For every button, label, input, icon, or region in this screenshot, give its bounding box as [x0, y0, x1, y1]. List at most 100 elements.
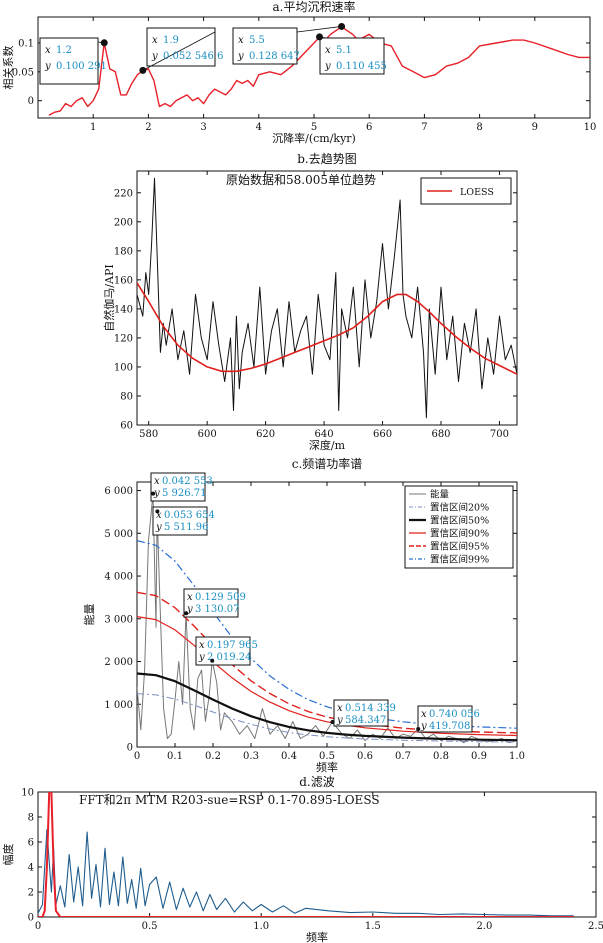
x-axis-label: 频率: [306, 930, 328, 943]
data-tip: x 1.2 y 0.100 291: [39, 37, 107, 85]
x-axis-label: 沉降率/(cm/kyr): [272, 131, 356, 145]
plot-area: [137, 493, 517, 744]
data-tip-x-key: x: [45, 45, 51, 56]
x-tick-label: 0.4: [281, 751, 297, 762]
x-tick-label: 0.8: [433, 751, 449, 762]
y-tick-label: 140: [114, 304, 133, 315]
data-tip-x-key: x: [337, 703, 343, 714]
data-tip-x-key: x: [325, 45, 331, 56]
data-marker: [416, 727, 421, 732]
series-line-LOESS: [137, 282, 517, 375]
data-tip-box: [146, 27, 216, 67]
series-line-data: [48, 26, 590, 116]
y-axis-label: 能量: [82, 604, 96, 626]
series-line-raw: [137, 177, 517, 419]
data-tip-y-key: y: [153, 488, 160, 499]
data-tip-box: [333, 699, 389, 727]
x-tick-label: 680: [431, 429, 450, 440]
data-tip-box: [39, 37, 99, 85]
data-tip-y-value: 419.708: [429, 721, 470, 732]
series-line-置信区间95%: [137, 591, 517, 734]
x-tick-label: 10: [584, 122, 597, 133]
y-tick-label: 80: [120, 391, 133, 402]
y-tick-label: 120: [114, 333, 133, 344]
series-line-filter: [38, 792, 574, 917]
legend-label: 置信区间99%: [430, 554, 489, 566]
data-marker: [100, 39, 108, 47]
y-tick-label: 6 000: [104, 486, 133, 497]
legend: LOESS: [420, 177, 512, 205]
data-tip-y-value: 0.128 647: [249, 51, 300, 62]
x-tick-label: 1.0: [509, 751, 525, 762]
y-axis-label: 幅度: [1, 844, 15, 866]
x-tick-label: 6: [366, 122, 372, 133]
x-tick-label: 1.0: [253, 921, 269, 932]
plot-frame: [37, 16, 591, 119]
data-tip: x 5.1 y 0.110 455: [319, 36, 387, 75]
data-tip-y-value: 2 019.24: [207, 652, 252, 663]
data-tip-x-value: 1.2: [56, 45, 72, 56]
data-tip-box: [150, 472, 206, 502]
legend-box: [404, 485, 514, 569]
y-tick-label: 60: [120, 421, 133, 432]
data-marker: [155, 509, 160, 514]
data-tip-x-value: 0.042 553: [162, 476, 213, 487]
x-tick-label: 3: [200, 122, 206, 133]
x-tick-label: 0.7: [395, 751, 411, 762]
data-tip-x-key: x: [187, 592, 193, 603]
x-tick-label: 0: [35, 921, 41, 932]
data-tip-y-value: 584.347: [345, 715, 386, 726]
data-tip: x 5.5 y 0.128 647: [232, 26, 342, 65]
y-tick-label: 0: [28, 96, 34, 107]
y-tick-label: 0.05: [12, 67, 34, 78]
data-tip-y-key: y: [198, 652, 205, 663]
data-marker: [338, 22, 346, 30]
y-tick-label: 10: [21, 788, 34, 799]
legend-label: 置信区间90%: [430, 528, 489, 540]
x-axis-label: 深度/m: [309, 438, 346, 452]
data-marker: [330, 720, 335, 725]
data-tip-box: [183, 588, 239, 618]
x-tick-label: 0.3: [243, 751, 259, 762]
data-tip-y-key: y: [324, 61, 331, 72]
panel-c: c.频谱功率谱 0 0.1 0.2 0.3 0.4 0.5 0.6 0.7 0.8 0.9 1.0 0 1…: [82, 456, 525, 774]
y-tick-label: 6: [28, 838, 34, 849]
plot-area: [137, 177, 517, 419]
data-tip-leader: [142, 31, 216, 71]
data-tip-x-key: x: [154, 476, 160, 487]
y-tick-label: 4: [28, 863, 34, 874]
data-marker: [184, 611, 189, 616]
legend-label: 置信区间95%: [430, 541, 489, 553]
x-tick-label: 0.9: [471, 751, 487, 762]
y-tick-label: 180: [114, 246, 133, 257]
y-tick-label: 220: [114, 188, 133, 199]
series-line-置信区间50%: [137, 672, 517, 742]
data-tip-box: [417, 705, 473, 733]
series-line-置信区间20%: [137, 693, 517, 743]
data-tip-y-value: 0.100 291: [56, 61, 107, 72]
y-tick-label: 2 000: [104, 657, 133, 668]
y-tick-label: 4 000: [104, 572, 133, 583]
x-tick-label: 0: [134, 751, 140, 762]
y-axis-label: 自然伽马/API: [102, 264, 116, 331]
x-tick-label: 2.0: [476, 921, 492, 932]
plot-frame: [136, 170, 518, 426]
panel-a-title: a.平均沉积速率: [273, 0, 356, 14]
x-tick-label: 1.5: [365, 921, 381, 932]
data-tip-x-value: 0.740 056: [429, 709, 480, 720]
y-tick-label: 5 000: [104, 529, 133, 540]
x-tick-label: 640: [315, 429, 334, 440]
series-line-置信区间99%: [137, 540, 517, 729]
data-marker: [316, 33, 324, 41]
data-tip-x-key: x: [156, 510, 162, 521]
panel-b: b.去趋势图 580 600 620 640 660 680 700 60 80 100 120 140…: [102, 152, 518, 452]
data-marker: [151, 491, 156, 496]
data-tip-x-value: 5.5: [249, 35, 265, 46]
x-tick-label: 4: [256, 122, 262, 133]
panel-c-title: c.频谱功率谱: [292, 456, 363, 471]
